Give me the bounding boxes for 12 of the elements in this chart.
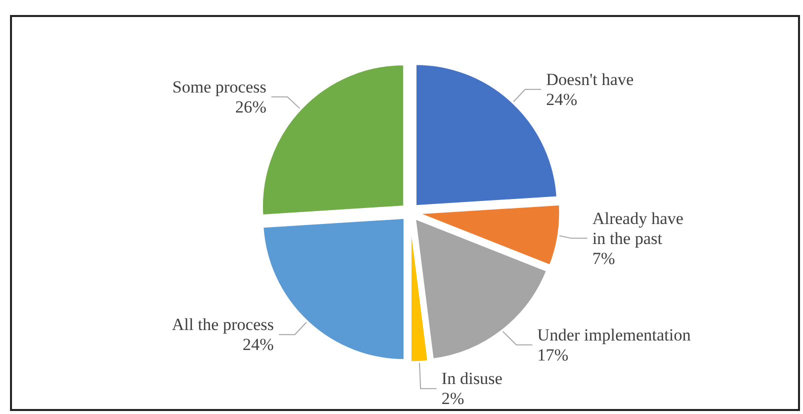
slice-label: Under implementation <box>537 325 692 344</box>
data-label: 2% <box>442 389 464 408</box>
data-label: 7% <box>592 248 616 268</box>
slice-label: In disuse <box>442 369 502 388</box>
slice-label: Already have in the past <box>592 208 688 248</box>
data-label: 24% <box>546 90 578 109</box>
data-label: 26% <box>235 97 266 116</box>
data-label: 17% <box>537 345 568 364</box>
slice-label: Doesn't have <box>546 70 634 89</box>
slice-label: All the process <box>172 315 274 334</box>
data-label: 24% <box>242 335 274 354</box>
slice-label: Some process <box>172 77 266 96</box>
